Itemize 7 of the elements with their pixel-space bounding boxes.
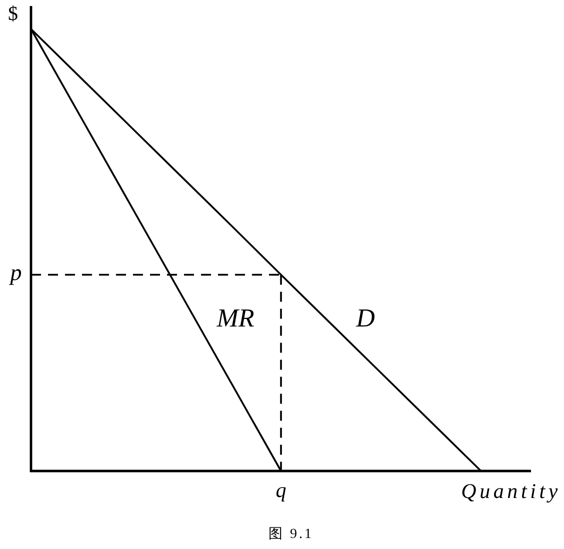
ref-line-label: p (10, 260, 22, 285)
caption: 图 9.1 (268, 527, 314, 542)
annotation: q (276, 478, 286, 502)
x-axis-title: Quantity (461, 479, 561, 503)
series-label: MR (216, 303, 254, 332)
series-label: D (356, 303, 375, 332)
y-axis-title: $ (8, 3, 18, 25)
